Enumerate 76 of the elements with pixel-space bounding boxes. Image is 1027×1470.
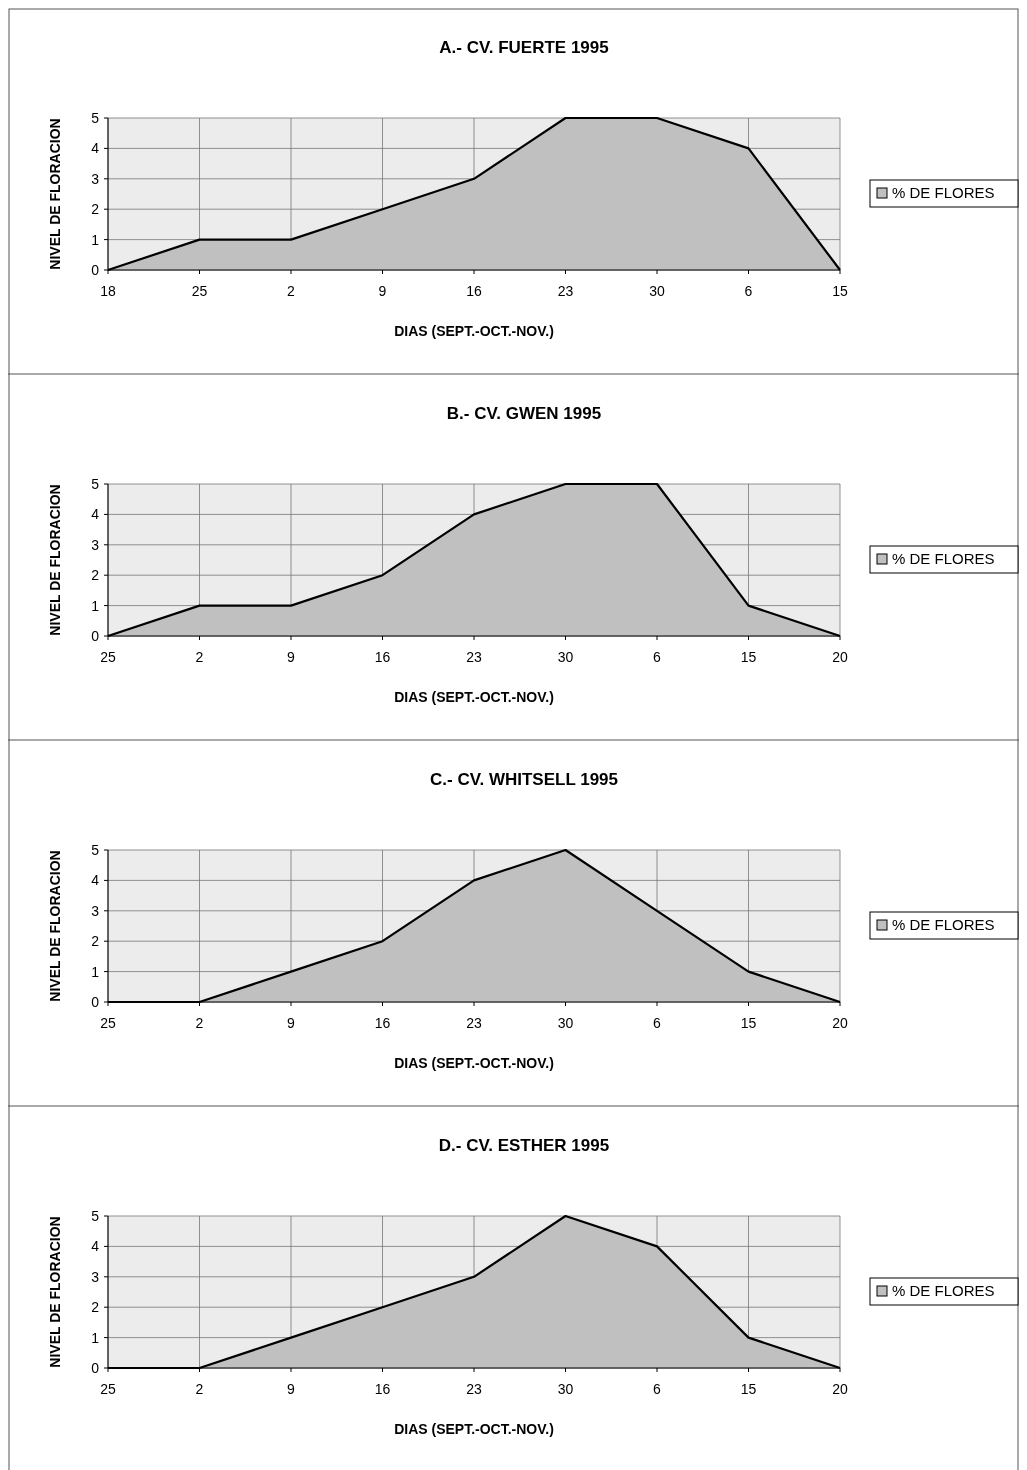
y-tick-label: 3 [91,536,100,553]
y-axis-title: NIVEL DE FLORACION [47,850,63,1002]
y-tick-label: 0 [91,993,100,1010]
x-tick-label: 15 [832,283,848,299]
x-tick-label: 9 [287,649,296,665]
legend-label: % DE FLORES [892,916,995,933]
x-tick-label: 23 [466,649,482,665]
y-tick-label: 4 [91,140,100,157]
y-tick-label: 0 [91,1359,100,1376]
x-tick-label: 25 [191,283,208,299]
x-tick-label: 15 [740,649,757,665]
y-tick-label: 5 [91,475,100,492]
x-tick-label: 6 [653,649,662,665]
legend-label: % DE FLORES [892,550,995,567]
chart-title: D.- CV. ESTHER 1995 [438,1136,610,1155]
x-tick-label: 30 [557,1381,574,1397]
x-tick-label: 9 [287,1381,296,1397]
x-tick-label: 6 [653,1015,662,1031]
x-tick-label: 16 [466,283,482,299]
x-tick-label: 30 [557,1015,574,1031]
chart-title: A.- CV. FUERTE 1995 [439,38,609,57]
x-tick-label: 15 [740,1381,757,1397]
y-tick-label: 5 [91,1207,100,1224]
x-tick-label: 30 [557,649,574,665]
x-tick-label: 20 [832,649,848,665]
x-tick-label: 16 [374,649,391,665]
x-tick-label: 20 [832,1381,848,1397]
x-tick-label: 16 [374,1015,391,1031]
y-tick-label: 0 [91,627,100,644]
x-tick-label: 16 [374,1381,391,1397]
y-axis-title: NIVEL DE FLORACION [47,118,63,270]
y-tick-label: 2 [91,1299,100,1316]
x-tick-label: 20 [832,1015,848,1031]
x-tick-label: 2 [195,649,204,665]
x-tick-label: 23 [557,283,574,299]
y-tick-label: 2 [91,567,100,584]
y-tick-label: 3 [91,1268,100,1285]
y-tick-label: 5 [91,841,100,858]
y-tick-label: 5 [91,109,100,126]
x-tick-label: 18 [100,283,116,299]
x-tick-label: 6 [653,1381,662,1397]
legend-label: % DE FLORES [892,1282,995,1299]
x-tick-label: 30 [649,283,665,299]
y-tick-label: 1 [91,1329,100,1346]
y-axis-title: NIVEL DE FLORACION [47,484,63,636]
x-tick-label: 23 [466,1015,482,1031]
x-tick-label: 2 [287,283,296,299]
chart-title: B.- CV. GWEN 1995 [446,404,602,423]
y-tick-label: 1 [91,597,100,614]
y-tick-label: 4 [91,1238,100,1255]
x-axis-title: DIAS (SEPT.-OCT.-NOV.) [394,689,554,705]
y-tick-label: 4 [91,506,100,523]
y-tick-label: 1 [91,231,100,248]
x-tick-label: 15 [740,1015,757,1031]
y-tick-label: 1 [91,963,100,980]
chart-title: C.- CV. WHITSELL 1995 [430,770,618,789]
y-tick-label: 4 [91,872,100,889]
y-tick-label: 0 [91,261,100,278]
y-tick-label: 2 [91,201,100,218]
x-axis-title: DIAS (SEPT.-OCT.-NOV.) [394,323,554,339]
x-tick-label: 2 [195,1381,204,1397]
x-tick-label: 25 [100,1015,116,1031]
x-tick-label: 2 [195,1015,204,1031]
x-tick-label: 9 [287,1015,296,1031]
x-tick-label: 23 [466,1381,482,1397]
y-tick-label: 3 [91,170,100,187]
y-axis-title: NIVEL DE FLORACION [47,1216,63,1368]
x-tick-label: 9 [378,283,387,299]
legend-label: % DE FLORES [892,184,995,201]
y-tick-label: 2 [91,933,100,950]
x-tick-label: 6 [744,283,753,299]
x-tick-label: 25 [100,649,116,665]
x-axis-title: DIAS (SEPT.-OCT.-NOV.) [394,1055,554,1071]
y-tick-label: 3 [91,902,100,919]
x-tick-label: 25 [100,1381,116,1397]
x-axis-title: DIAS (SEPT.-OCT.-NOV.) [394,1421,554,1437]
